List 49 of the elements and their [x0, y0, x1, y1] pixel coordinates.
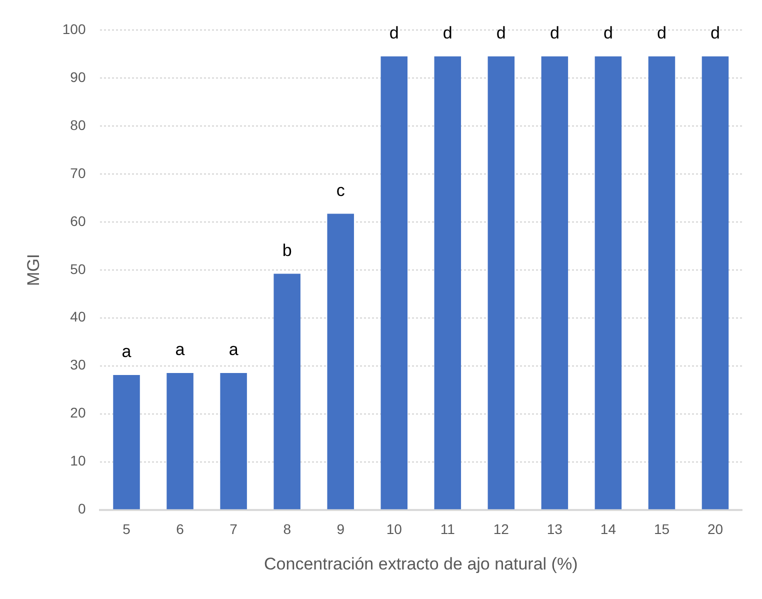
x-tick-label: 11: [440, 521, 456, 538]
bar: [327, 214, 354, 510]
bar: [113, 374, 140, 510]
x-tick-label: 14: [600, 521, 616, 538]
bar: [166, 373, 194, 510]
annotation: d: [656, 24, 666, 43]
x-tick-label: 20: [707, 521, 724, 538]
annotation: a: [228, 340, 239, 360]
y-axis-title: MGI: [24, 254, 43, 286]
annotation: d: [442, 24, 452, 43]
x-tick-label: 8: [283, 521, 292, 538]
x-tick-label: 15: [654, 521, 670, 538]
x-tick-label: 13: [546, 521, 563, 538]
y-tick-label: 90: [70, 68, 86, 85]
bar: [702, 56, 729, 510]
annotation: b: [282, 240, 292, 260]
x-tick-label: 5: [122, 521, 131, 538]
y-tick-label: 0: [78, 500, 86, 517]
bar: [541, 56, 568, 510]
bar: [594, 56, 622, 510]
annotation: a: [175, 340, 186, 360]
y-tick-label: 20: [70, 404, 86, 421]
annotation: a: [122, 342, 132, 362]
x-axis-title: Concentración extracto de ajo natural (%): [264, 554, 578, 574]
annotation: c: [336, 180, 346, 200]
annotation: d: [389, 24, 399, 43]
x-tick-label: 12: [493, 521, 510, 538]
annotation: d: [496, 24, 506, 43]
y-tick-label: 70: [70, 164, 86, 181]
x-tick-label: 9: [336, 521, 345, 538]
y-tick-label: 40: [70, 308, 86, 325]
bar: [434, 56, 462, 510]
x-tick-label: 10: [386, 521, 402, 538]
y-tick-label: 10: [70, 452, 86, 469]
y-tick-label: 50: [70, 260, 86, 277]
bar: [488, 56, 515, 510]
bar: [220, 373, 247, 510]
y-tick-label: 80: [70, 116, 86, 133]
bar: [648, 56, 676, 510]
x-tick-label: 6: [176, 521, 184, 538]
y-tick-label: 60: [70, 212, 86, 229]
bar: [274, 274, 300, 510]
x-tick-label: 7: [230, 521, 238, 538]
annotation: d: [603, 24, 613, 43]
annotation: d: [550, 24, 560, 43]
y-tick-label: 100: [62, 20, 86, 37]
annotation: d: [710, 24, 720, 43]
bar: [380, 56, 408, 510]
y-tick-label: 30: [70, 356, 86, 373]
